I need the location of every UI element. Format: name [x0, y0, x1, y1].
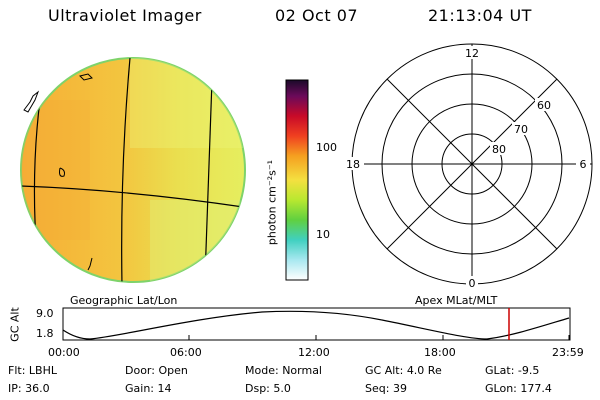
polar-plot: 12 18 6 0 60 70 80: [342, 43, 593, 290]
altitude-axis-label: GC Alt: [8, 307, 22, 342]
status-gain: Gain: 14: [125, 382, 172, 395]
status-seq: Seq: 39: [365, 382, 407, 395]
time-tick-3: 18:00: [424, 346, 456, 359]
altitude-tick-low: 1.8: [36, 327, 54, 340]
status-mode: Mode: Normal: [245, 364, 322, 377]
instrument-title: Ultraviolet Imager: [48, 6, 202, 25]
polar-lat-80: 80: [492, 143, 506, 156]
polar-hour-6: 6: [580, 158, 587, 171]
status-glat: GLat: -9.5: [485, 364, 540, 377]
polar-lat-70: 70: [514, 123, 528, 136]
status-door: Door: Open: [125, 364, 188, 377]
polar-hour-12: 12: [465, 47, 479, 60]
status-gc-alt: GC Alt: 4.0 Re: [365, 364, 442, 377]
polar-hour-18: 18: [346, 158, 360, 171]
altitude-plot: [62, 307, 571, 341]
apex-label: Apex MLat/MLT: [415, 294, 498, 307]
time-tick-4: 23:59: [552, 346, 584, 359]
colorbar-tick-10: 10: [316, 228, 330, 241]
date-label: 02 Oct 07: [275, 6, 359, 25]
status-flt: Flt: LBHL: [8, 364, 57, 377]
altitude-curve: [62, 310, 570, 340]
colorbar-tick-100: 100: [316, 141, 337, 154]
status-ip: IP: 36.0: [8, 382, 50, 395]
status-dsp: Dsp: 5.0: [245, 382, 291, 395]
earth-disk: [20, 57, 246, 283]
altitude-tick-high: 9.0: [36, 307, 54, 320]
geographic-label: Geographic Lat/Lon: [70, 294, 178, 307]
time-label: 21:13:04 UT: [428, 6, 532, 25]
uv-image-panel: [20, 57, 246, 283]
time-tick-0: 00:00: [48, 346, 80, 359]
time-tick-2: 12:00: [298, 346, 330, 359]
color-scale-bar: [285, 79, 309, 281]
time-tick-1: 06:00: [170, 346, 202, 359]
colorbar-unit-label: photon cm⁻²s⁻¹: [265, 159, 279, 246]
polar-lat-60: 60: [537, 99, 551, 112]
status-glon: GLon: 177.4: [485, 382, 552, 395]
polar-hour-0: 0: [469, 277, 476, 290]
